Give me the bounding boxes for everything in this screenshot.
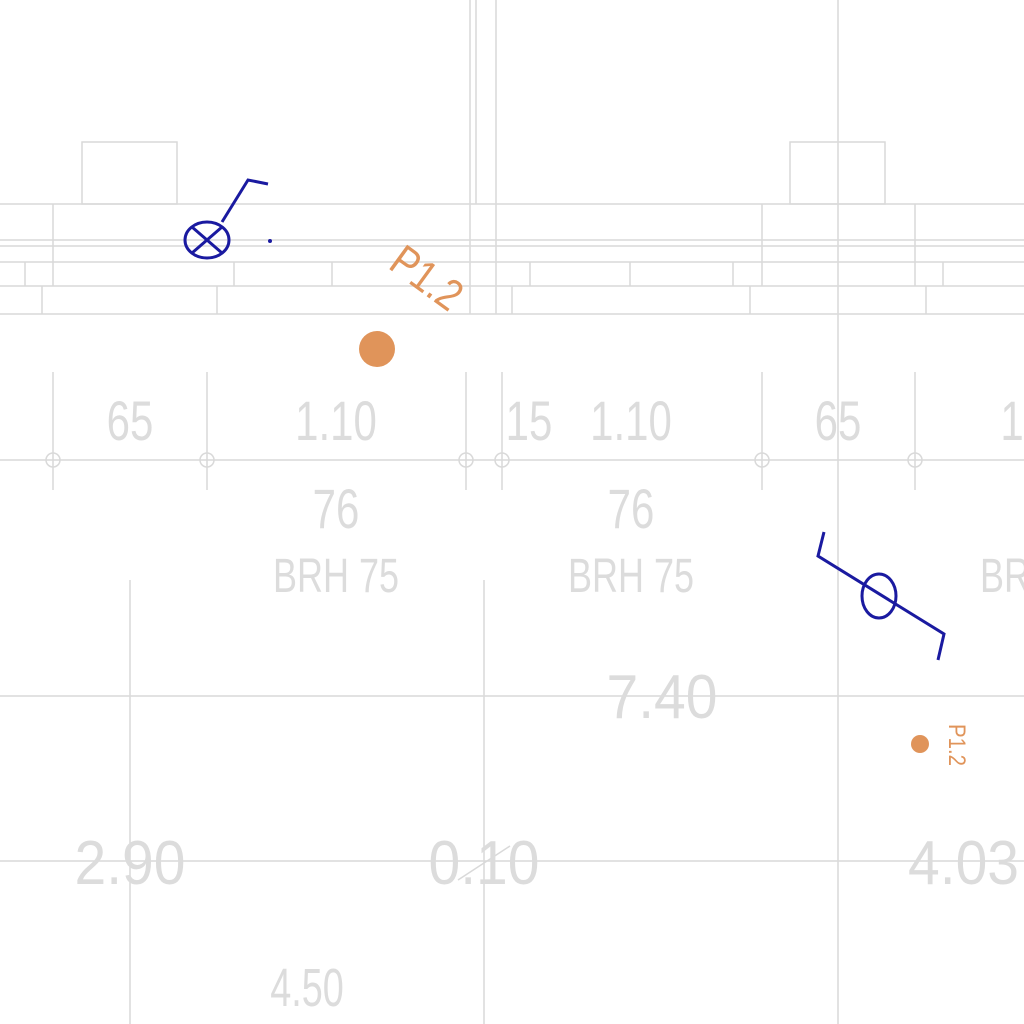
- area: 7.40: [606, 662, 717, 732]
- fixtures: [183, 178, 946, 753]
- dim: 1: [1000, 390, 1023, 452]
- dim: 65: [107, 390, 154, 452]
- dim: 65: [815, 390, 862, 452]
- dim: 7: [1022, 478, 1024, 540]
- area: 4.03: [908, 828, 1019, 898]
- dim: 76: [313, 478, 360, 540]
- dimension-labels: 65 1.10 15 1.10 65 1 76 76 7: [107, 390, 1024, 540]
- dim: 76: [608, 478, 655, 540]
- dim: 1.10: [295, 390, 377, 452]
- tag: P1.2: [944, 724, 971, 766]
- opening: BRH 75: [273, 549, 399, 602]
- area: 4.50: [270, 957, 344, 1017]
- dim: 1.10: [590, 390, 672, 452]
- tag: P1.2: [381, 235, 472, 320]
- area: 0.10: [428, 828, 539, 898]
- area: 2.90: [74, 828, 185, 898]
- dim: 15: [506, 390, 553, 452]
- opening-labels: BRH 75 BRH 75 BR: [273, 549, 1024, 602]
- opening: BR: [980, 549, 1024, 602]
- opening: BRH 75: [568, 549, 694, 602]
- area-labels: 7.40 2.90 0.10 4.03 4.50: [74, 662, 1019, 1018]
